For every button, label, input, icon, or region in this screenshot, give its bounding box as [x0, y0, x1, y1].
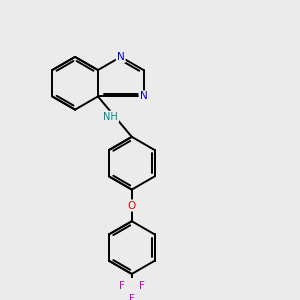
Text: N: N	[117, 52, 124, 62]
Text: O: O	[128, 200, 136, 211]
Text: F: F	[129, 293, 135, 300]
Text: F: F	[139, 281, 145, 291]
Text: F: F	[119, 281, 125, 291]
Text: NH: NH	[103, 112, 118, 122]
Text: N: N	[140, 92, 147, 101]
